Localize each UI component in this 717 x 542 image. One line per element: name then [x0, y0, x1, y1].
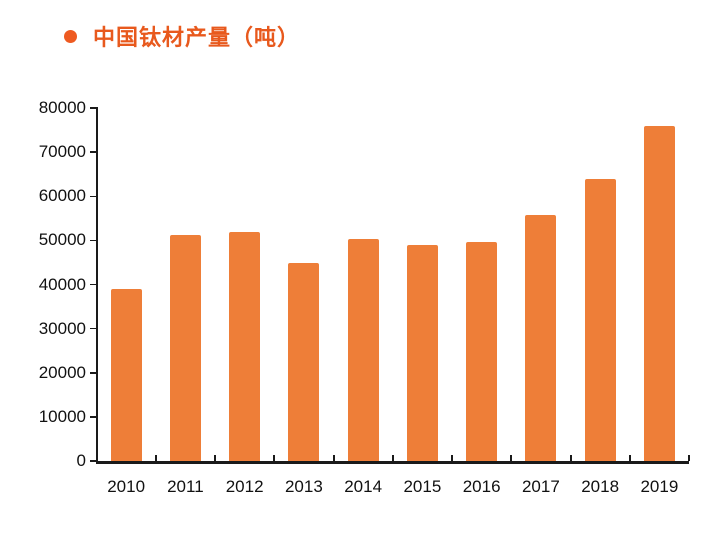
x-tick-label: 2013	[284, 477, 323, 496]
x-tick-label: 2012	[225, 477, 264, 496]
y-tick	[90, 151, 97, 153]
x-tick-label: 2017	[521, 477, 560, 496]
y-tick-label: 80000	[38, 98, 86, 117]
y-tick-label: 20000	[38, 362, 86, 382]
chart-title: 中国钛材产量（吨）	[93, 25, 301, 50]
x-tick	[154, 455, 157, 461]
bar-2012	[229, 231, 261, 461]
y-tick-label: 70000	[38, 142, 86, 162]
bar-2019	[643, 125, 675, 461]
legend: 中国钛材产量（吨）	[64, 22, 300, 50]
bar-2010	[110, 288, 142, 461]
x-tick	[214, 455, 216, 461]
y-tick-label: 10000	[38, 406, 86, 426]
y-tick	[90, 107, 97, 109]
y-tick-label: 60000	[38, 186, 86, 206]
x-tick	[273, 455, 276, 461]
x-tick-label: 2016	[462, 477, 501, 496]
bar-2018	[584, 178, 616, 461]
x-tick-label: 2019	[640, 477, 679, 496]
bar-2014	[347, 238, 379, 461]
y-tick	[90, 327, 97, 330]
bar-2011	[169, 234, 201, 461]
y-tick	[90, 239, 97, 242]
y-tick-label: 40000	[38, 274, 86, 294]
x-tick	[569, 455, 572, 461]
x-tick	[628, 455, 631, 461]
y-tick	[90, 372, 97, 374]
x-axis-line	[95, 461, 689, 464]
x-tick-label: 2011	[167, 477, 204, 496]
x-tick	[451, 455, 453, 461]
x-tick-label: 2015	[403, 477, 442, 496]
y-tick	[90, 416, 97, 418]
bar-2017	[525, 214, 557, 461]
bar-2015	[406, 245, 438, 461]
y-tick	[90, 195, 97, 197]
x-tick-label: 2014	[344, 477, 383, 496]
y-tick-label: 0	[76, 451, 86, 470]
y-axis-line	[95, 107, 98, 464]
x-tick	[510, 455, 513, 461]
x-tick	[688, 455, 690, 461]
y-tick	[90, 283, 97, 286]
y-tick-label: 30000	[38, 318, 86, 338]
y-tick	[90, 460, 97, 462]
x-tick	[332, 455, 335, 461]
x-tick-label: 2010	[107, 477, 146, 496]
bar-2016	[466, 242, 498, 461]
x-tick-label: 2018	[581, 477, 620, 496]
y-tick-label: 50000	[38, 230, 86, 250]
x-tick	[391, 455, 394, 461]
legend-marker-icon	[64, 29, 77, 43]
bar-2013	[288, 262, 320, 461]
